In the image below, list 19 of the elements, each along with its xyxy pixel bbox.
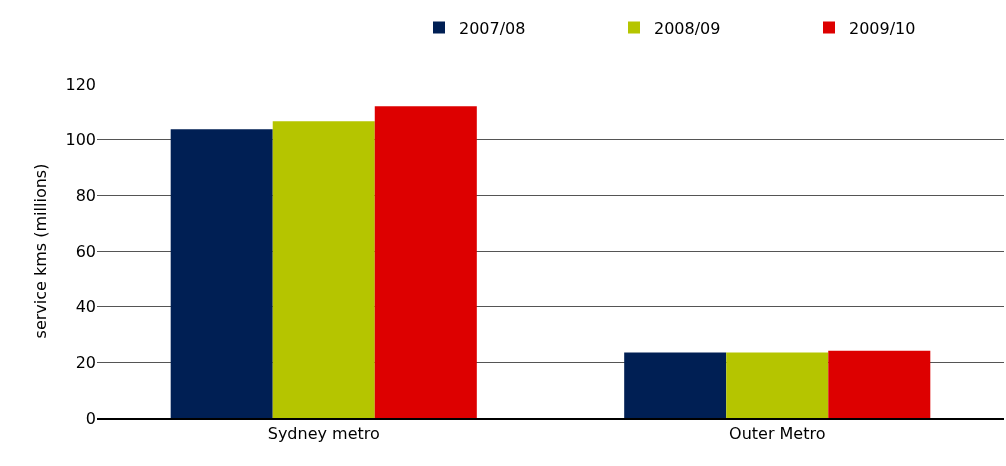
y-tick-label: 60 xyxy=(75,241,96,261)
legend-label: 2009/10 xyxy=(849,18,916,38)
bar xyxy=(374,106,477,418)
x-tick-label: Sydney metro xyxy=(267,423,380,443)
y-tick-label: 0 xyxy=(85,408,96,428)
legend-label: 2007/08 xyxy=(459,18,526,38)
x-tick-label: Outer Metro xyxy=(729,423,826,443)
y-tick-label: 40 xyxy=(75,297,96,317)
bar xyxy=(726,352,829,418)
bar xyxy=(272,121,375,418)
y-tick-label: 20 xyxy=(75,352,96,372)
bar xyxy=(624,352,727,418)
y-tick-label: 120 xyxy=(65,74,96,94)
bar xyxy=(828,350,931,418)
y-tick-label: 80 xyxy=(75,185,96,205)
legend-label: 2008/09 xyxy=(654,18,721,38)
y-axis-title: service kms (millions) xyxy=(31,163,51,339)
y-tick-label: 100 xyxy=(65,130,96,150)
bar xyxy=(170,129,273,418)
